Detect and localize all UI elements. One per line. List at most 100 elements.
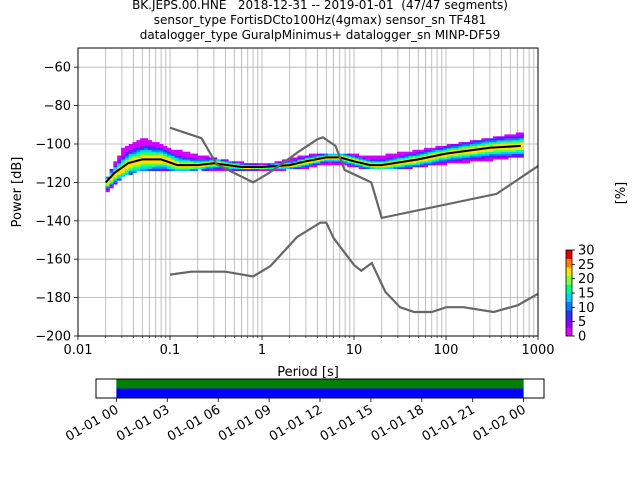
density-cell (144, 163, 149, 166)
density-cell (186, 161, 191, 164)
density-cell (159, 145, 164, 149)
density-cell (147, 145, 152, 149)
density-cell (121, 161, 126, 164)
density-cell (423, 163, 428, 166)
density-cell (385, 159, 390, 162)
density-cell (420, 153, 425, 156)
density-cell (423, 161, 428, 164)
density-cell (500, 149, 505, 152)
density-cell (362, 167, 367, 170)
density-cell (477, 144, 482, 147)
density-cell (193, 168, 198, 172)
density-cell (178, 155, 183, 158)
density-cell (308, 165, 313, 168)
density-cell (228, 167, 233, 170)
density-cell (496, 153, 501, 156)
density-cell (347, 165, 352, 168)
density-cell (400, 163, 405, 166)
density-cell (324, 159, 329, 162)
density-cell (236, 168, 241, 172)
density-cell (266, 163, 271, 166)
density-cell (469, 145, 474, 149)
density-cell (251, 163, 256, 166)
density-cell (128, 157, 133, 160)
density-cell (431, 163, 436, 166)
density-cell (293, 161, 298, 164)
density-cell (178, 153, 183, 156)
density-cell (416, 149, 421, 152)
density-cell (266, 167, 271, 170)
ppsd-plot: 0.01 0.1 1 10 100 1000 −60 −80 −100 −120 −140 −160 −… (10, 47, 555, 380)
density-cell (182, 159, 187, 162)
density-cell (377, 167, 382, 170)
density-cell (435, 149, 440, 152)
density-cell (420, 159, 425, 162)
density-cell (496, 147, 501, 150)
density-cell (500, 136, 505, 139)
density-cell (209, 157, 214, 160)
density-cell (128, 167, 133, 170)
density-cell (366, 167, 371, 170)
density-cell (132, 147, 137, 150)
density-cell (289, 161, 294, 164)
density-cell (408, 155, 413, 158)
density-cell (163, 149, 168, 152)
density-cell (331, 157, 336, 160)
density-cell (462, 142, 467, 145)
y-tick-label: −180 (35, 291, 71, 306)
density-cell (389, 161, 394, 164)
density-cell (113, 161, 118, 164)
density-cell (121, 149, 126, 152)
density-cell (420, 163, 425, 166)
density-cell (308, 161, 313, 164)
density-cell (519, 155, 524, 158)
density-cell (186, 157, 191, 160)
density-cell (128, 145, 133, 149)
density-cell (155, 147, 160, 150)
density-cell (462, 159, 467, 162)
colorbar-tick-label: 30 (578, 244, 595, 259)
density-cell (381, 165, 386, 168)
density-cell (347, 153, 352, 156)
density-cell (423, 149, 428, 152)
density-cell (343, 161, 348, 164)
density-cell (182, 161, 187, 164)
density-cell (259, 168, 264, 172)
density-cell (408, 163, 413, 166)
density-cell (140, 145, 145, 149)
density-cell (362, 157, 367, 160)
density-cell (132, 155, 137, 158)
density-cell (174, 155, 179, 158)
density-cell (136, 144, 141, 147)
density-cell (446, 144, 451, 147)
density-cell (147, 168, 152, 172)
density-cell (408, 161, 413, 164)
density-cell (144, 144, 149, 147)
density-cell (458, 144, 463, 147)
density-cell (124, 165, 129, 168)
density-cell (128, 172, 133, 175)
density-cell (439, 161, 444, 164)
density-cell (519, 132, 524, 135)
density-cell (427, 159, 432, 162)
density-cell (339, 153, 344, 156)
density-cell (132, 170, 137, 173)
density-cell (147, 165, 152, 168)
colorbar-segment (566, 318, 572, 328)
density-cell (477, 155, 482, 158)
density-cell (190, 159, 195, 162)
density-cell (489, 140, 494, 143)
density-cell (140, 142, 145, 145)
density-cell (255, 163, 260, 166)
density-cell (178, 149, 183, 152)
density-cell (485, 159, 490, 162)
colorbar-segment (566, 250, 572, 259)
density-cell (201, 159, 206, 162)
density-cell (320, 163, 325, 166)
density-cell (163, 151, 168, 154)
density-cell (496, 151, 501, 154)
density-cell (124, 153, 129, 156)
density-cell (519, 140, 524, 143)
density-cell (458, 142, 463, 145)
